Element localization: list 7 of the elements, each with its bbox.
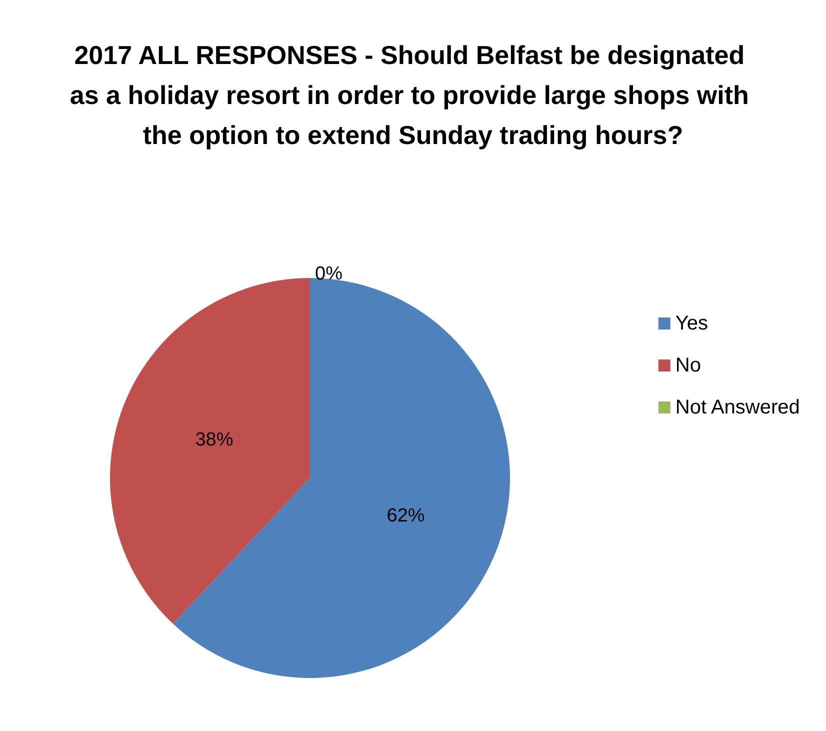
data-label: 62% bbox=[386, 505, 425, 526]
legend-label: No bbox=[675, 354, 701, 376]
data-label: 38% bbox=[195, 430, 234, 451]
legend-label: Not Answered bbox=[675, 396, 800, 418]
legend-label: Yes bbox=[675, 312, 708, 334]
text: 0% bbox=[315, 264, 342, 284]
chart-title: 2017 ALL RESPONSES - Should Belfast be designated as a holiday resort in order to provide large shops with the option to extend Sunday trading hours? bbox=[70, 40, 756, 150]
